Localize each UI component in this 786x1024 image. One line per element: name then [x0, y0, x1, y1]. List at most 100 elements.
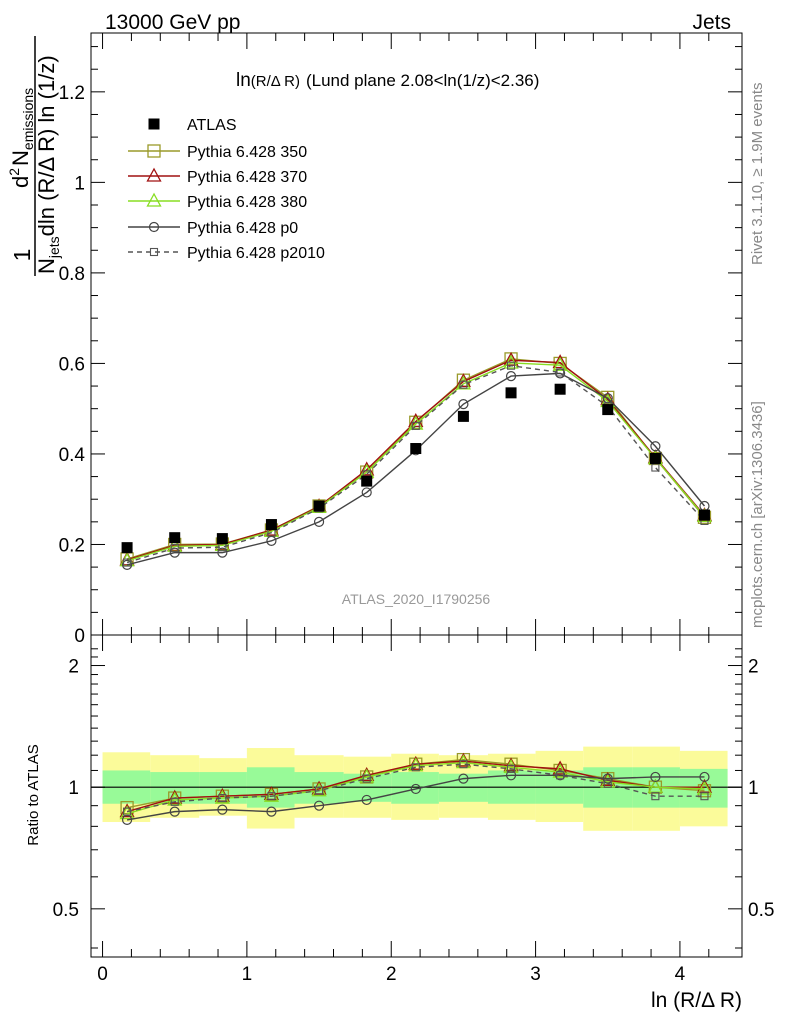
legend-marker-p370	[146, 167, 162, 182]
series-p380	[119, 354, 713, 567]
point-p370	[552, 354, 568, 369]
ratio-point-p2010	[556, 771, 565, 780]
main-y-tick-label: 0.8	[59, 264, 85, 285]
main-y-tick-label: 0.6	[59, 354, 85, 375]
point-p0	[458, 399, 469, 410]
series-p2010	[123, 361, 709, 567]
legend-label-p2010: Pythia 6.428 p2010	[187, 245, 325, 262]
ratio-point-p2010	[218, 793, 227, 803]
ratio-point-p2010	[651, 792, 660, 801]
atlas-data-point	[554, 383, 566, 395]
main-series-layer	[119, 351, 713, 570]
ratio-y-axis: 0.5 0.5 1 1 2 2	[53, 648, 774, 949]
main-y-tick-label: 1	[74, 173, 85, 194]
ratio-point-p2010	[603, 779, 612, 788]
legend-markers	[128, 118, 180, 257]
series-line-p380	[126, 362, 706, 562]
series-p370	[119, 351, 713, 566]
header-energy-label: 13000 GeV pp	[105, 11, 240, 34]
series-line-p370	[126, 359, 706, 561]
ratio-point-p0	[361, 794, 372, 806]
x-tick-label: 1	[242, 964, 253, 985]
ratio-point-p380	[552, 763, 568, 778]
point-p2010	[123, 558, 132, 567]
x-tick-label: 4	[675, 964, 686, 985]
point-p370	[455, 373, 472, 388]
ratio-y-tick-label-left: 2	[68, 657, 79, 678]
ratio-point-p370	[167, 789, 183, 804]
ylabel-den-N: N	[34, 258, 59, 274]
ratio-point-p0	[217, 804, 228, 815]
ratio-point-p2010	[123, 807, 132, 816]
main-y-tick-label: 1.2	[59, 83, 85, 104]
legend-marker-p0	[148, 221, 160, 233]
header-jets-label: Jets	[692, 11, 731, 34]
ratio-panel: 0.5 0.5 1 1 2 2 0 1 2 3 4	[53, 634, 774, 985]
ratio-point-p0	[650, 771, 661, 783]
ratio-y-axis-label: Ratio to ATLAS	[25, 744, 42, 845]
ratio-point-p370	[359, 766, 375, 781]
atlas-data-point	[169, 532, 181, 544]
point-p0	[313, 516, 325, 527]
ratio-point-p0	[313, 800, 325, 811]
x-axis-label: ln (R/Δ R)	[651, 989, 742, 1012]
atlas-data-point	[410, 443, 422, 455]
ratio-point-p0	[505, 770, 517, 781]
ratio-point-p380	[696, 780, 713, 795]
atlas-data-point	[698, 509, 710, 521]
ylabel-num-sup: 2	[6, 168, 22, 176]
ratio-point-p370	[600, 771, 616, 786]
atlas-data-points	[121, 383, 710, 554]
ylabel-denominator: Njetsdln (R/Δ R) ln (1/z)	[34, 55, 62, 274]
point-p0	[217, 547, 228, 558]
legend-marker-p380	[146, 192, 162, 207]
ratio-y-tick-label-right: 2	[748, 657, 759, 678]
main-y-tick-label: 0.2	[59, 535, 85, 556]
point-p2010	[651, 463, 660, 472]
point-p0	[505, 370, 517, 382]
main-y-tick-label: 0.4	[59, 445, 86, 466]
atlas-data-point	[602, 404, 614, 416]
mcplots-label: mcplots.cern.ch [arXiv:1306.3436]	[749, 401, 766, 628]
legend-label-p350: Pythia 6.428 350	[187, 144, 307, 161]
ratio-y-tick-label-left: 1	[68, 778, 79, 799]
ratio-point-p0	[266, 806, 277, 817]
ratio-line-p0	[126, 774, 705, 821]
ratio-line-p380	[126, 761, 705, 815]
title-rest: (Lund plane 2.08<ln(1/z)<2.36)	[306, 71, 539, 90]
ratio-series-layer	[119, 752, 713, 825]
point-p2010	[170, 544, 179, 553]
analysis-id-label: ATLAS_2020_I1790256	[342, 591, 491, 607]
legend-marker-atlas	[148, 118, 160, 130]
point-p2010	[556, 368, 565, 377]
ratio-line-p2010	[126, 763, 705, 813]
legend-label-atlas: ATLAS	[187, 117, 237, 134]
ratio-point-p2010	[170, 797, 179, 806]
ylabel-den-rest: dln (R/Δ R) ln (1/z)	[34, 55, 59, 236]
ratio-series-p2010	[123, 760, 709, 816]
point-p380	[552, 356, 568, 371]
main-y-tick-label: 0	[74, 626, 85, 647]
title-ln: ln	[236, 70, 251, 91]
main-y-axis-label: 1 d2 Nemissions Njetsdln (R/Δ R) ln (1/z)	[6, 36, 62, 276]
ratio-frame-border	[90, 634, 743, 958]
ratio-point-p0	[699, 771, 710, 783]
ratio-y-tick-label-right: 1	[748, 778, 759, 799]
ratio-point-p2010	[459, 760, 468, 769]
ratio-point-p370	[408, 755, 424, 770]
legend-marker-p2010	[149, 247, 159, 257]
ratio-point-p370	[552, 760, 568, 775]
series-line-p350	[126, 358, 706, 560]
point-p2010	[411, 421, 420, 430]
ratio-point-p0	[458, 773, 469, 784]
atlas-data-point	[313, 500, 325, 512]
series-p350	[120, 352, 712, 566]
ratio-point-p2010	[362, 774, 371, 783]
atlas-data-point	[457, 410, 469, 422]
point-p2010	[506, 361, 516, 370]
point-p2010	[459, 380, 468, 389]
ylabel-num-d: d	[8, 176, 33, 188]
legend-label-p370: Pythia 6.428 370	[187, 169, 307, 186]
ylabel-num-sub: emissions	[20, 88, 36, 150]
